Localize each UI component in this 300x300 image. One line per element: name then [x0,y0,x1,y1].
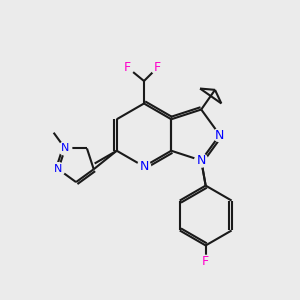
Text: N: N [54,164,62,174]
Circle shape [199,255,212,268]
Circle shape [58,142,72,155]
Text: N: N [196,154,206,167]
Text: N: N [139,160,149,173]
Circle shape [52,163,65,176]
Text: N: N [61,143,69,154]
Text: F: F [124,61,131,74]
Circle shape [137,160,151,173]
Circle shape [121,61,134,74]
Circle shape [195,154,208,167]
Circle shape [151,61,164,74]
Text: N: N [215,128,224,142]
Text: F: F [202,255,209,268]
Text: F: F [154,61,161,74]
Circle shape [213,128,226,142]
